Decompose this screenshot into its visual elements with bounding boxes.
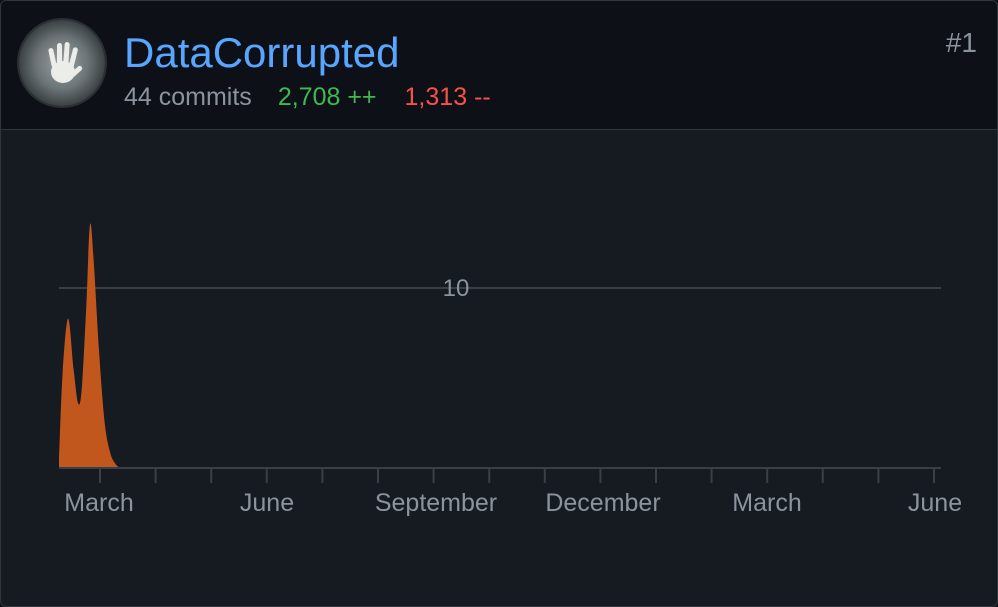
contributor-username-link[interactable]: DataCorrupted — [124, 29, 400, 76]
contributor-stats: 44 commits 2,708 ++ 1,313 -- — [124, 82, 491, 112]
x-tick-label: June — [908, 489, 962, 517]
contributor-header: DataCorrupted 44 commits 2,708 ++ 1,313 --… — [1, 1, 997, 130]
commit-activity-chart: 10 March June September December March J… — [59, 223, 962, 517]
avatar[interactable] — [19, 20, 105, 106]
commit-count: 44 commits — [124, 83, 252, 111]
x-tick-label: December — [545, 489, 660, 517]
x-axis-ticks — [99, 468, 935, 483]
x-tick-label: June — [240, 489, 294, 517]
rank-label: #1 — [945, 27, 977, 58]
commits-area-series — [59, 223, 141, 468]
y-tick-label: 10 — [443, 275, 470, 302]
deletions-count: 1,313 -- — [404, 83, 491, 111]
x-tick-label: September — [375, 489, 497, 517]
x-axis-labels: March June September December March June — [64, 489, 962, 517]
x-tick-label: March — [64, 489, 133, 517]
hand-print-icon — [19, 20, 105, 106]
additions-count: 2,708 ++ — [277, 83, 377, 111]
x-tick-label: March — [732, 489, 801, 517]
